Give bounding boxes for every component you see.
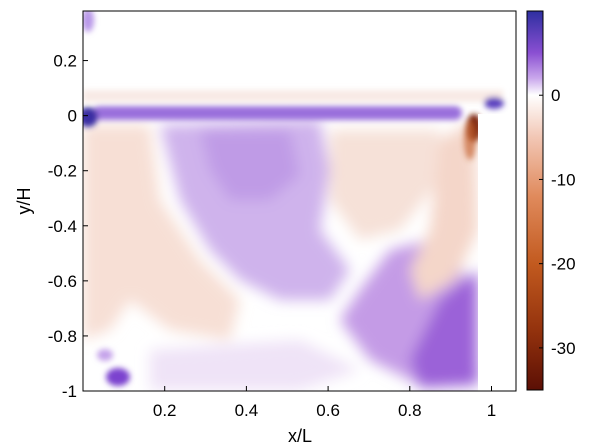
- field-bottom-left-blob: [106, 368, 130, 386]
- field-top-left-spot: [83, 11, 94, 32]
- field-top-band: [83, 90, 503, 102]
- y-tick-label: -0.8: [48, 327, 77, 346]
- x-tick-label: 1: [487, 401, 496, 420]
- y-tick-label: -0.2: [48, 162, 77, 181]
- colorbar: 0 -10 -20 -30: [526, 10, 576, 391]
- field-left-pink: [83, 125, 240, 340]
- x-axis-title: x/L: [288, 426, 312, 446]
- field-bottom-light: [150, 340, 360, 390]
- x-tick-label: 0.2: [153, 401, 177, 420]
- colorbar-tick-label: -10: [551, 170, 576, 189]
- field-center-purple: [160, 120, 350, 300]
- field-right-pink: [330, 130, 440, 240]
- y-axis: 0.2 0 -0.2 -0.4 -0.6 -0.8 -1: [48, 52, 88, 401]
- field-leading-edge: [83, 107, 98, 127]
- plot-area: [82, 10, 517, 392]
- x-tick-label: 0.4: [235, 401, 259, 420]
- y-tick-label: 0: [68, 107, 77, 126]
- field-center-purple-deep: [200, 130, 300, 200]
- field-corner-negative-halo: [464, 120, 476, 160]
- field-bottom-right-deep: [410, 270, 478, 388]
- field-step-cutout: [478, 114, 516, 391]
- heatmap-field: [83, 11, 516, 391]
- field-bottom-left-blob2: [97, 349, 113, 361]
- colorbar-tick-label: -30: [551, 339, 576, 358]
- y-tick-label: -0.6: [48, 272, 77, 291]
- x-tick-label: 0.6: [316, 401, 340, 420]
- x-tick-label: 0.8: [398, 401, 422, 420]
- y-tick-label: 0.2: [53, 52, 77, 71]
- field-shear-layer: [92, 106, 462, 120]
- plot-frame: [82, 10, 517, 392]
- colorbar-gradient: [526, 10, 544, 391]
- field-right-center-pink: [410, 120, 478, 300]
- y-axis-title: y/H: [14, 188, 34, 215]
- y-tick-label: -1: [62, 382, 77, 401]
- y-tick-label: -0.4: [48, 217, 77, 236]
- field-trailing-corner: [484, 97, 504, 109]
- colorbar-tick-label: 0: [551, 86, 560, 105]
- x-axis: 0.2 0.4 0.6 0.8 1: [153, 386, 496, 420]
- colorbar-tick-label: -20: [551, 255, 576, 274]
